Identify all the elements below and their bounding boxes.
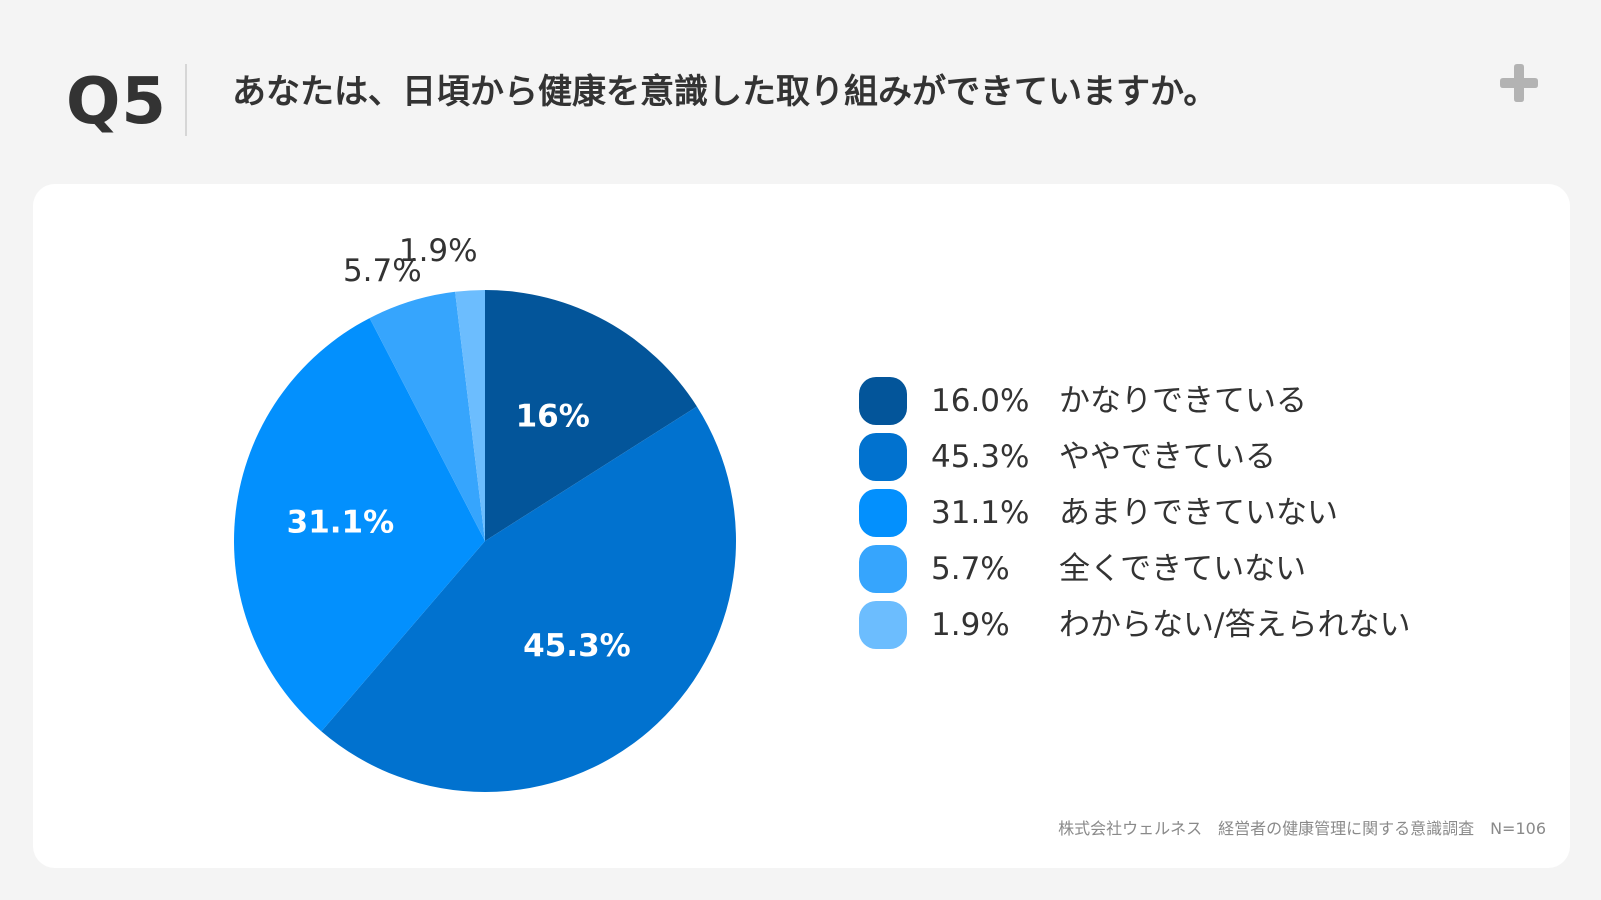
legend-value: 31.1%: [931, 495, 1030, 531]
legend-swatch: [859, 489, 907, 537]
legend-label: かなりできている: [1059, 383, 1307, 419]
plus-icon: [1500, 64, 1538, 102]
slice-label: 16%: [516, 398, 590, 434]
pie-slice: [233, 318, 485, 732]
slice-label: 1.9%: [399, 233, 478, 269]
legend-value: 45.3%: [931, 439, 1030, 475]
slice-label: 5.7%: [343, 253, 422, 289]
legend-swatch: [859, 545, 907, 593]
header-divider: [185, 64, 187, 136]
legend-label: 全くできていない: [1059, 551, 1307, 587]
question-title: あなたは、日頃から健康を意識した取り組みができていますか。: [232, 72, 1218, 112]
legend-swatch: [859, 433, 907, 481]
slice-label: 45.3%: [523, 628, 631, 664]
pie-slice: [369, 291, 485, 541]
legend-label: ややできている: [1059, 439, 1276, 475]
pie-slice: [485, 290, 697, 541]
legend-label: わからない/答えられない: [1059, 607, 1411, 643]
legend-value: 5.7%: [931, 551, 1010, 587]
question-number: Q5: [66, 65, 167, 139]
legend-swatch: [859, 377, 907, 425]
legend-label: あまりできていない: [1059, 495, 1338, 531]
pie-slice: [321, 406, 737, 792]
chart-card: 16% 45.3% 31.1% 5.7% 1.9% 16.0% かなりできている 45.…: [33, 184, 1570, 868]
pie-slice: [455, 290, 485, 541]
slice-label: 31.1%: [287, 505, 395, 541]
legend-swatch: [859, 601, 907, 649]
legend-value: 1.9%: [931, 607, 1010, 643]
source-note: 株式会社ウェルネス 経営者の健康管理に関する意識調査 N=106: [1058, 819, 1546, 838]
legend-value: 16.0%: [931, 383, 1030, 419]
pie-chart: 16% 45.3% 31.1% 5.7%1.9%: [233, 233, 737, 792]
header: Q5 あなたは、日頃から健康を意識した取り組みができていますか。: [0, 0, 1601, 170]
